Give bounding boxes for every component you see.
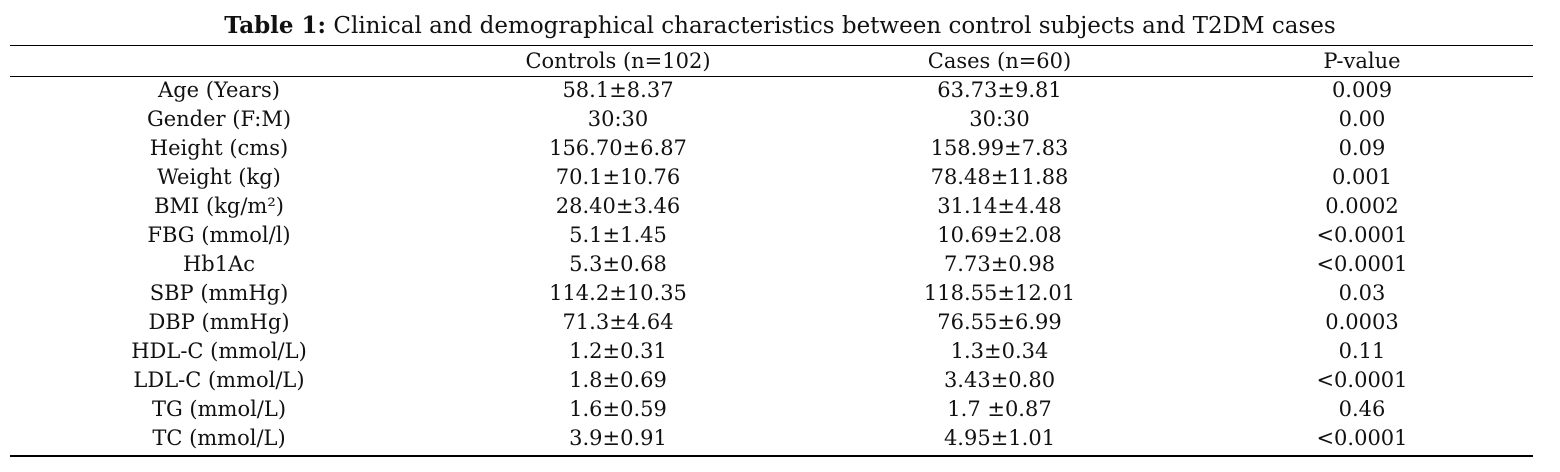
row-label-cell: Height (cms) <box>149 136 289 160</box>
table-row: HDL-C (mmol/L) 1.2±0.31 1.3±0.34 0.11 <box>10 337 1533 366</box>
p-value-cell: 0.00 <box>1338 107 1386 131</box>
controls-value-cell: 1.6±0.59 <box>569 397 667 421</box>
table-body: Age (Years) 58.1±8.37 63.73±9.81 0.009 Gende… <box>10 76 1533 453</box>
cases-value-cell: 1.3±0.34 <box>950 339 1049 363</box>
p-value-cell: 0.009 <box>1331 78 1393 102</box>
controls-value-cell: 58.1±8.37 <box>562 78 674 102</box>
cases-value-cell: 1.7 ±0.87 <box>947 397 1052 421</box>
controls-value-cell: 28.40±3.46 <box>555 194 681 218</box>
p-value-cell: <0.0001 <box>1316 223 1408 247</box>
p-value-cell: <0.0001 <box>1316 426 1408 450</box>
table-header-rule <box>10 76 1533 77</box>
cases-value-cell: 118.55±12.01 <box>923 281 1076 305</box>
table-row: BMI (kg/m²) 28.40±3.46 31.14±4.48 0.0002 <box>10 192 1533 221</box>
controls-value-cell: 30:30 <box>587 107 649 131</box>
header-cell-cases: Cases (n=60) <box>927 48 1072 73</box>
controls-value-cell: 1.8±0.69 <box>569 368 667 392</box>
table-row: Hb1Ac 5.3±0.68 7.73±0.98 <0.0001 <box>10 250 1533 279</box>
p-value-cell: 0.46 <box>1338 397 1386 421</box>
table-caption-text: Clinical and demographical characteristi… <box>326 13 1336 39</box>
table-caption-label: Table 1: <box>224 12 327 39</box>
row-label-cell: Hb1Ac <box>182 252 256 276</box>
p-value-cell: 0.03 <box>1338 281 1386 305</box>
row-label-cell: BMI (kg/m²) <box>154 194 284 218</box>
table-row: SBP (mmHg) 114.2±10.35 118.55±12.01 0.03 <box>10 279 1533 308</box>
table-row: Weight (kg) 70.1±10.76 78.48±11.88 0.001 <box>10 163 1533 192</box>
cases-value-cell: 78.48±11.88 <box>930 165 1069 189</box>
table-top-rule <box>10 45 1533 46</box>
p-value-cell: <0.0001 <box>1316 368 1408 392</box>
cases-value-cell: 76.55±6.99 <box>937 310 1062 334</box>
controls-value-cell: 3.9±0.91 <box>569 426 667 450</box>
controls-value-cell: 5.3±0.68 <box>569 252 667 276</box>
controls-value-cell: 71.3±4.64 <box>562 310 674 334</box>
cases-value-cell: 30:30 <box>969 107 1030 131</box>
table-row: FBG (mmol/l) 5.1±1.45 10.69±2.08 <0.0001 <box>10 221 1533 250</box>
table-row: TC (mmol/L) 3.9±0.91 4.95±1.01 <0.0001 <box>10 424 1533 453</box>
p-value-cell: 0.0003 <box>1325 310 1399 334</box>
table-header-row: Controls (n=102) Cases (n=60) P-value <box>10 46 1533 76</box>
row-label-cell: HDL-C (mmol/L) <box>131 339 307 363</box>
p-value-cell: 0.09 <box>1338 136 1386 160</box>
controls-value-cell: 70.1±10.76 <box>555 165 681 189</box>
row-label-cell: DBP (mmHg) <box>148 310 290 334</box>
table-bottom-rule <box>10 455 1533 457</box>
row-label-cell: Gender (F:M) <box>146 107 292 131</box>
row-label-cell: TC (mmol/L) <box>152 426 286 450</box>
table-row: Gender (F:M) 30:30 30:30 0.00 <box>10 105 1533 134</box>
row-label-cell: SBP (mmHg) <box>149 281 289 305</box>
cases-value-cell: 7.73±0.98 <box>943 252 1056 276</box>
table-row: LDL-C (mmol/L) 1.8±0.69 3.43±0.80 <0.0001 <box>10 366 1533 395</box>
cases-value-cell: 31.14±4.48 <box>937 194 1062 218</box>
controls-value-cell: 1.2±0.31 <box>569 339 667 363</box>
table-row: DBP (mmHg) 71.3±4.64 76.55±6.99 0.0003 <box>10 308 1533 337</box>
table-row: TG (mmol/L) 1.6±0.59 1.7 ±0.87 0.46 <box>10 395 1533 424</box>
cases-value-cell: 10.69±2.08 <box>937 223 1062 247</box>
cases-value-cell: 63.73±9.81 <box>937 78 1062 102</box>
row-label-cell: FBG (mmol/l) <box>147 223 291 247</box>
controls-value-cell: 156.70±6.87 <box>549 136 687 160</box>
row-label-cell: Weight (kg) <box>157 165 281 189</box>
p-value-cell: 0.0002 <box>1325 194 1399 218</box>
row-label-cell: TG (mmol/L) <box>151 397 287 421</box>
header-cell-p-value: P-value <box>1323 48 1401 73</box>
p-value-cell: <0.0001 <box>1316 252 1408 276</box>
p-value-cell: 0.11 <box>1338 339 1386 363</box>
cases-value-cell: 4.95±1.01 <box>943 426 1056 450</box>
controls-value-cell: 114.2±10.35 <box>549 281 687 305</box>
cases-value-cell: 158.99±7.83 <box>930 136 1069 160</box>
row-label-cell: Age (Years) <box>158 78 280 102</box>
table-row: Age (Years) 58.1±8.37 63.73±9.81 0.009 <box>10 76 1533 105</box>
header-cell-controls: Controls (n=102) <box>525 48 711 73</box>
row-label-cell: LDL-C (mmol/L) <box>133 368 305 392</box>
table-caption: Table 1: Clinical and demographical char… <box>0 11 1560 41</box>
characteristics-table: Controls (n=102) Cases (n=60) P-value Ag… <box>10 46 1533 453</box>
p-value-cell: 0.001 <box>1331 165 1393 189</box>
controls-value-cell: 5.1±1.45 <box>569 223 667 247</box>
cases-value-cell: 3.43±0.80 <box>943 368 1056 392</box>
table-row: Height (cms) 156.70±6.87 158.99±7.83 0.09 <box>10 134 1533 163</box>
